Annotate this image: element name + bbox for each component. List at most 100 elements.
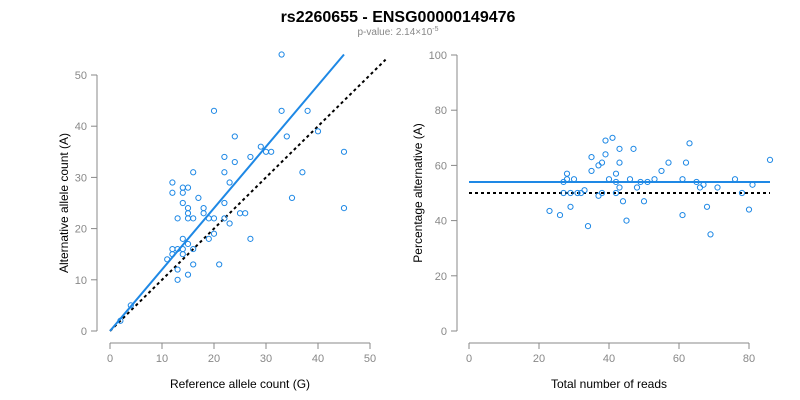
x-tick-label: 20: [208, 353, 220, 365]
data-point: [200, 205, 207, 212]
data-point: [602, 137, 609, 144]
data-point: [278, 51, 285, 58]
data-point: [567, 203, 574, 210]
x-tick-label: 60: [673, 353, 685, 365]
x-tick-label: 20: [533, 353, 545, 365]
y-tick-label: 10: [75, 275, 87, 287]
data-point: [738, 189, 746, 197]
subtitle-exponent: -5: [432, 26, 438, 33]
right-scatter-panel: 0 20 40 60 80 0 20 40 60 80 100 Total number of rea…: [411, 50, 774, 391]
data-point: [184, 271, 192, 278]
data-point: [221, 199, 228, 207]
x-tick-label: 50: [364, 353, 376, 365]
y-tick-label: 40: [75, 121, 87, 133]
data-point: [563, 170, 571, 177]
x-tick-label: 0: [107, 353, 113, 365]
y-tick-label: 0: [441, 326, 447, 338]
data-point: [127, 302, 134, 309]
data-point: [231, 158, 238, 166]
data-point: [236, 210, 244, 217]
data-point: [184, 240, 192, 248]
data-point: [221, 215, 228, 222]
data-point: [581, 187, 588, 194]
data-point: [609, 134, 616, 141]
data-point: [169, 179, 176, 186]
data-point: [242, 210, 249, 217]
data-point: [567, 189, 574, 197]
data-point: [257, 143, 264, 150]
data-point: [560, 189, 567, 197]
data-point: [288, 194, 296, 201]
data-point: [640, 198, 648, 205]
data-point: [682, 159, 690, 166]
y-axis-title: Alternative allele count (A): [57, 133, 71, 273]
data-point: [210, 215, 218, 222]
y-tick-label: 20: [75, 224, 87, 236]
data-point: [184, 205, 192, 212]
data-point: [179, 235, 186, 242]
data-point: [703, 203, 711, 210]
data-point: [745, 206, 753, 213]
data-point: [210, 230, 218, 237]
data-point: [179, 184, 186, 191]
x-axis-title: Reference allele count (G): [170, 377, 310, 391]
data-point: [184, 215, 192, 222]
data-point: [247, 235, 254, 242]
data-point: [633, 184, 641, 191]
data-point: [630, 145, 637, 152]
y-tick-label: 80: [435, 105, 447, 117]
y-tick-label: 50: [75, 70, 87, 82]
data-point: [226, 179, 233, 186]
data-point: [556, 211, 564, 219]
data-point: [616, 159, 623, 166]
data-point: [179, 199, 186, 207]
data-point: [190, 169, 197, 176]
data-point: [696, 184, 704, 191]
data-point: [221, 153, 228, 161]
data-point: [546, 207, 553, 215]
subtitle-text: p-value: 2.14×10: [357, 27, 432, 38]
data-point: [584, 223, 592, 230]
data-point: [190, 245, 197, 253]
data-point: [268, 148, 275, 155]
data-point: [283, 133, 290, 140]
data-point: [226, 220, 233, 227]
data-point: [184, 184, 192, 191]
y-tick-label: 0: [81, 326, 87, 338]
data-point: [174, 215, 181, 222]
data-point: [205, 235, 212, 242]
data-point: [169, 189, 176, 196]
x-axis-title: Total number of reads: [551, 377, 667, 391]
y-axis-title: Percentage alternative (A): [411, 123, 425, 262]
y-tick-label: 40: [435, 216, 447, 228]
data-point: [766, 156, 774, 163]
data-point: [612, 189, 620, 197]
fit-line: [109, 53, 345, 332]
data-point: [210, 107, 218, 114]
data-point: [574, 189, 581, 197]
data-point: [190, 215, 197, 222]
data-point: [595, 162, 602, 169]
data-point: [616, 145, 623, 152]
data-point: [602, 151, 609, 158]
data-point: [195, 194, 202, 201]
data-point: [679, 211, 686, 219]
chart-title: rs2260655 - ENSG00000149476: [281, 9, 516, 26]
data-point: [278, 107, 285, 114]
data-point: [231, 133, 238, 140]
data-point: [658, 167, 665, 175]
chart-subtitle: p-value: 2.14×10-5: [357, 26, 438, 38]
reference-line: [109, 58, 387, 332]
data-point: [179, 189, 186, 196]
data-point: [686, 140, 693, 147]
data-point: [340, 148, 348, 155]
data-point: [598, 159, 606, 166]
y-tick-label: 60: [435, 160, 447, 172]
data-point: [184, 210, 192, 217]
data-point: [340, 205, 348, 212]
data-point: [598, 189, 606, 197]
y-tick-label: 100: [429, 50, 447, 62]
data-point: [616, 184, 623, 191]
x-tick-label: 10: [156, 353, 168, 365]
